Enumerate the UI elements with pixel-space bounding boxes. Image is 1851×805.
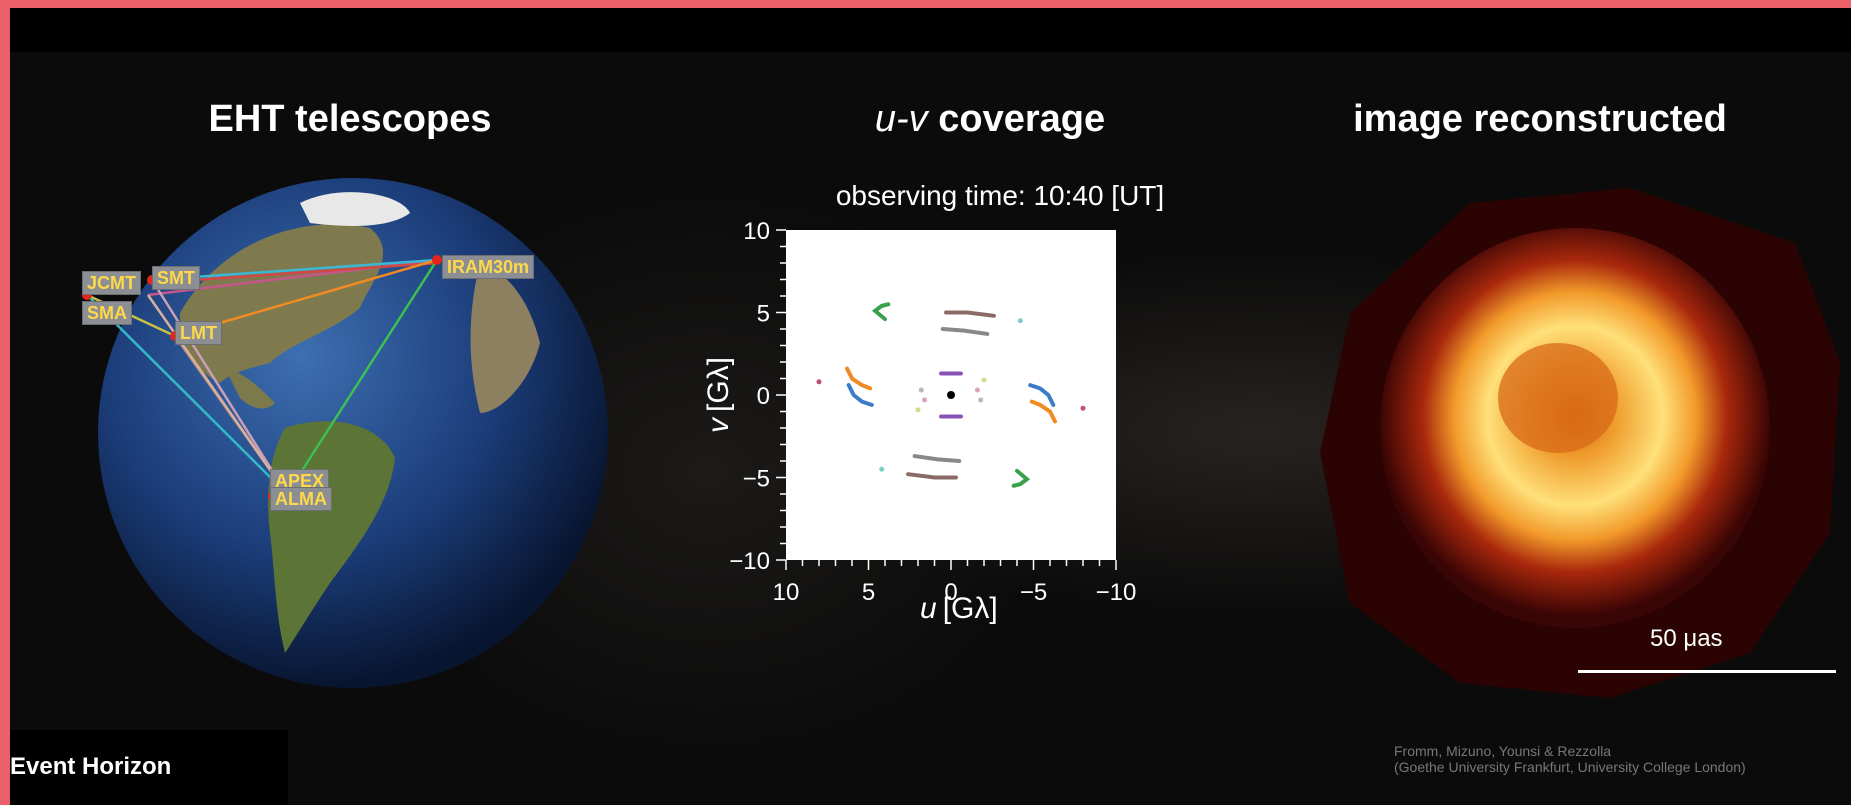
video-frame: EHT telescopes u-v coverage image recons… bbox=[10, 8, 1851, 805]
telescopes-title: EHT telescopes bbox=[208, 98, 492, 140]
uv-track bbox=[846, 383, 874, 407]
station-label-alma: ALMA bbox=[270, 487, 332, 511]
uv-point bbox=[981, 377, 987, 383]
scale-bar bbox=[1578, 670, 1836, 673]
x-axis-title: u [Gλ] bbox=[920, 592, 998, 625]
x-tick-label: 0 bbox=[944, 579, 957, 606]
credit-line-1: Fromm, Mizuno, Younsi & Rezzolla bbox=[1394, 743, 1612, 759]
globe-graphic bbox=[86, 178, 608, 688]
uv-point bbox=[1080, 405, 1086, 411]
axis-tick-labels: 10 10 5 5 0 0 −5 −5 −10 −10 bbox=[729, 218, 1136, 606]
uv-track bbox=[845, 366, 873, 391]
station-dot-jcmt bbox=[82, 290, 92, 300]
africa-edge bbox=[470, 263, 540, 413]
uv-track bbox=[1028, 383, 1056, 407]
y-tick-label: −10 bbox=[729, 548, 770, 575]
uv-track bbox=[944, 310, 996, 318]
station-label-lmt: LMT bbox=[175, 321, 222, 345]
credit-text: Fromm, Mizuno, Younsi & Rezzolla (Goethe… bbox=[1394, 743, 1746, 775]
greenland-ice bbox=[300, 192, 410, 226]
uv-point bbox=[978, 397, 984, 403]
uv-point bbox=[879, 466, 885, 472]
uv-tracks bbox=[816, 302, 1086, 488]
uv-track bbox=[1029, 399, 1057, 424]
uv-point bbox=[1017, 318, 1023, 324]
scale-label: 50 μas bbox=[1650, 625, 1723, 652]
y-tick-label: −5 bbox=[743, 466, 770, 493]
uv-point bbox=[918, 387, 924, 393]
uv-title-rest: coverage bbox=[927, 98, 1106, 140]
station-dot-iram bbox=[432, 255, 442, 265]
station-label-sma: SMA bbox=[82, 301, 132, 325]
x-tick-label: −5 bbox=[1020, 579, 1047, 606]
observing-time-caption: observing time: 10:40 [UT] bbox=[835, 180, 1165, 211]
station-label-jcmt: JCMT bbox=[82, 271, 141, 295]
uv-point bbox=[974, 387, 980, 393]
uv-point bbox=[816, 379, 822, 385]
y-tick-label: 10 bbox=[743, 218, 770, 245]
image-reconstructed-title: image reconstructed bbox=[1353, 98, 1727, 140]
y-tick-label: 5 bbox=[757, 301, 770, 328]
north-america bbox=[180, 224, 383, 383]
y-tick-label: 0 bbox=[757, 383, 770, 410]
x-tick-label: −10 bbox=[1096, 579, 1137, 606]
x-tick-label: 10 bbox=[773, 579, 800, 606]
central-america bbox=[225, 368, 275, 409]
uv-track bbox=[940, 327, 990, 336]
uv-point bbox=[922, 397, 928, 403]
credit-line-2: (Goethe University Frankfurt, University… bbox=[1394, 759, 1746, 775]
uv-track bbox=[871, 302, 891, 322]
axis-ticks bbox=[776, 229, 1117, 570]
x-tick-label: 5 bbox=[862, 579, 875, 606]
uv-track bbox=[906, 472, 958, 480]
uv-origin-point bbox=[947, 391, 955, 399]
uv-point bbox=[915, 407, 921, 413]
station-label-smt: SMT bbox=[152, 266, 200, 290]
ring-shadow bbox=[1498, 343, 1618, 453]
y-axis-title: v[Gλ] bbox=[702, 357, 735, 433]
eht-watermark: Event Horizon Telescope bbox=[10, 730, 288, 805]
station-label-iram: IRAM30m bbox=[442, 255, 535, 279]
uv-title-italic: u-v bbox=[874, 98, 928, 140]
uv-coverage-plot: 10 10 5 5 0 0 −5 −5 −10 −10 u [Gλ] v[Gλ] bbox=[702, 218, 1136, 625]
earth-globe: JCMT SMT SMA LMT IRAM30m APEX ALMA bbox=[70, 173, 610, 698]
uv-track bbox=[912, 454, 962, 463]
uv-track bbox=[1011, 468, 1031, 488]
uv-coverage-title: u-v coverage bbox=[800, 98, 1180, 141]
reconstructed-image bbox=[1320, 188, 1840, 698]
